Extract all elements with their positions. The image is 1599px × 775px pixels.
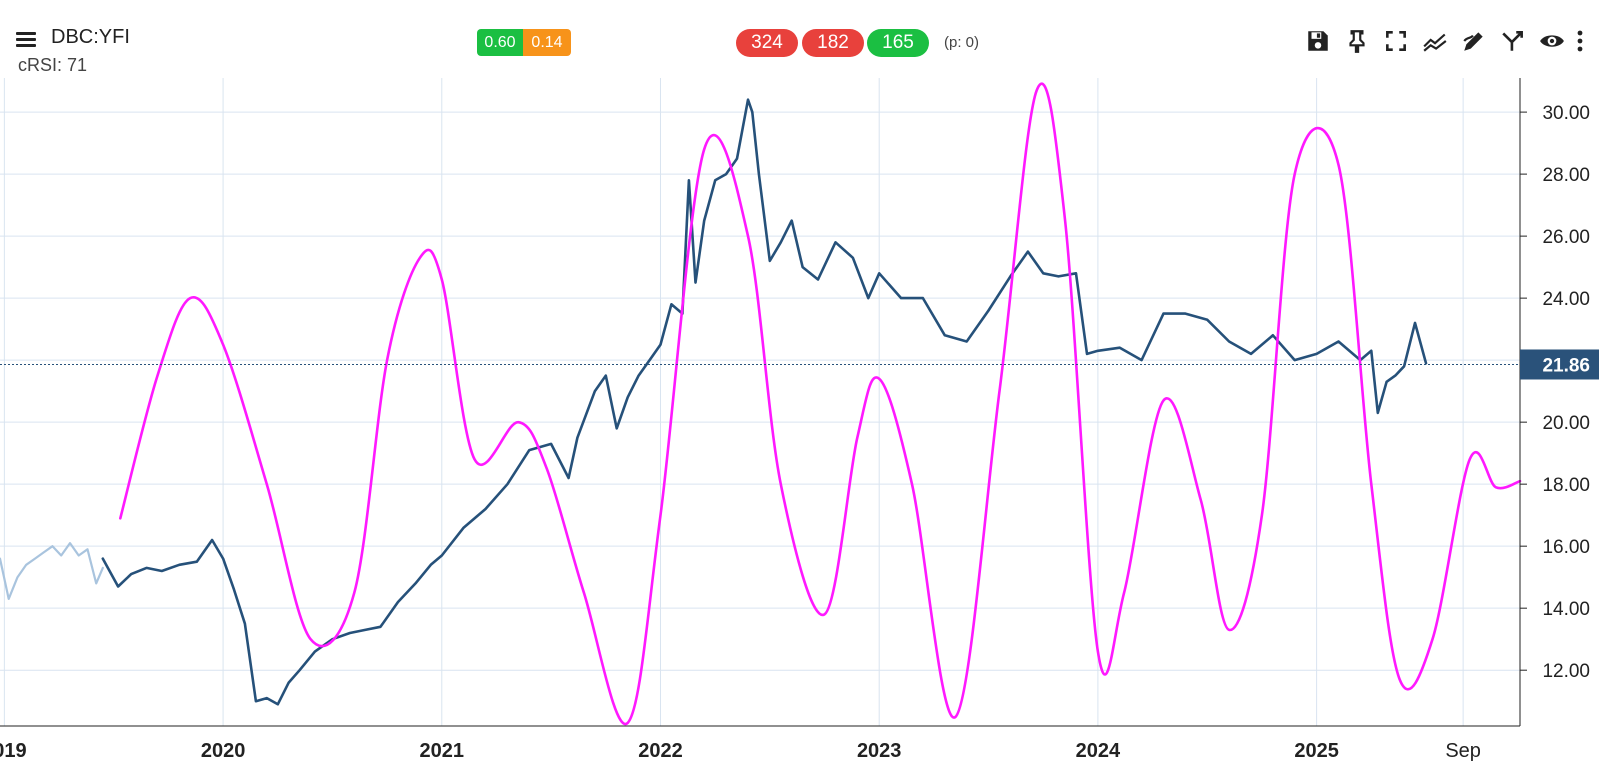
symbol-title: DBC:YFI [51, 26, 130, 48]
x-tick-label: 2024 [1076, 740, 1121, 762]
x-tick-label: 2022 [638, 740, 683, 762]
cycle-badge-2[interactable]: 182 [802, 29, 864, 57]
last-price-label: 21.86 [1542, 355, 1590, 376]
y-tick-label: 12.00 [1542, 661, 1590, 682]
cycle-line [119, 82, 1522, 726]
save-icon[interactable] [1305, 28, 1331, 54]
p-value-label: (p: 0) [944, 34, 980, 51]
cycle-badge-3[interactable]: 165 [867, 29, 929, 57]
draw-icon[interactable] [1461, 28, 1487, 54]
trend-icon[interactable] [1422, 28, 1448, 54]
x-tick-label: 2025 [1294, 740, 1339, 762]
axes: 12.0014.0016.0018.0020.0022.0024.0026.00… [0, 78, 1599, 762]
y-tick-label: 28.00 [1542, 165, 1590, 186]
y-tick-label: 18.00 [1542, 475, 1590, 496]
cycle-badge-1[interactable]: 324 [736, 29, 798, 57]
last-price-tag [1520, 349, 1599, 380]
grid [0, 78, 1520, 726]
y-tick-label: 24.00 [1542, 289, 1590, 310]
crsi-label: cRSI: 71 [18, 55, 88, 75]
variance-badge: 0.14 [523, 29, 571, 56]
x-tick-label: Sep [1445, 740, 1481, 762]
price-history-line [0, 542, 104, 600]
y-tick-label: 30.00 [1542, 103, 1590, 124]
x-tick-label: 2021 [420, 740, 465, 762]
y-tick-label: 14.00 [1542, 599, 1590, 620]
y-tick-label: 20.00 [1542, 413, 1590, 434]
series-layer [0, 82, 1522, 726]
x-tick-label: 2020 [201, 740, 246, 762]
more-icon[interactable] [1573, 28, 1587, 54]
fullscreen-icon[interactable] [1383, 28, 1409, 54]
price-line [101, 98, 1428, 706]
correlation-badge: 0.60 [477, 29, 523, 56]
x-tick-label: 2019 [0, 740, 27, 762]
pin-icon[interactable] [1344, 28, 1370, 54]
branch-icon[interactable] [1500, 28, 1526, 54]
y-tick-label: 16.00 [1542, 537, 1590, 558]
eye-icon[interactable] [1539, 28, 1565, 54]
y-tick-label: 26.00 [1542, 227, 1590, 248]
x-tick-label: 2023 [857, 740, 902, 762]
menu-icon[interactable] [14, 30, 38, 50]
